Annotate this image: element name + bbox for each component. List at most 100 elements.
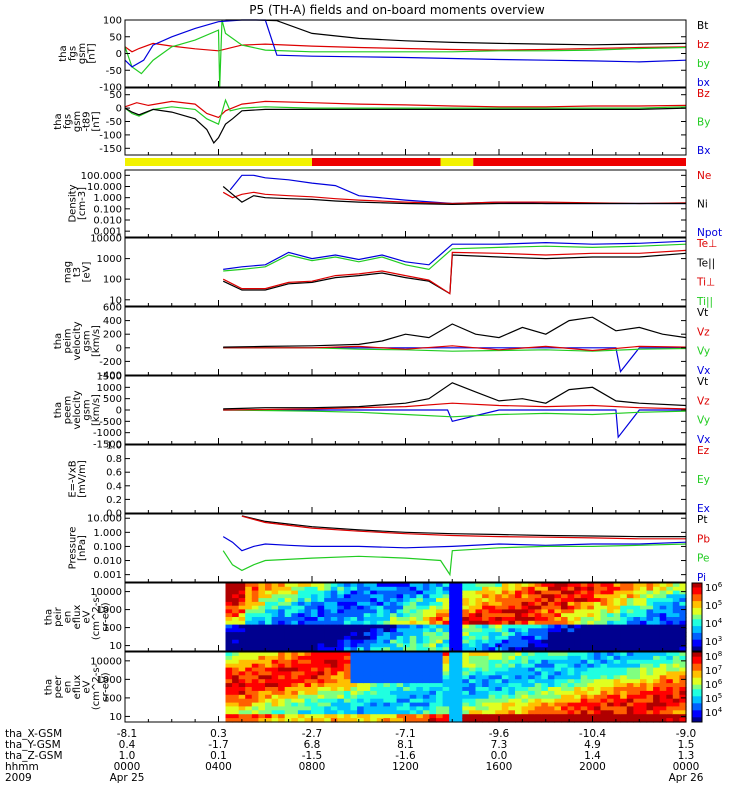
- spectrogram-cell: [620, 687, 628, 692]
- spectrogram-cell: [311, 613, 319, 618]
- spectrogram-cell: [640, 667, 648, 673]
- spectrogram-cell: [258, 594, 266, 599]
- colorbar-swatch: [692, 646, 702, 650]
- spectrogram-cell: [225, 687, 233, 692]
- spectrogram-cell: [350, 706, 358, 711]
- colorbar-swatch: [692, 605, 702, 609]
- spectrogram-cell: [278, 583, 286, 588]
- spectrogram-cell: [482, 632, 490, 637]
- spectrogram-cell: [626, 694, 634, 700]
- spectrogram-cell: [666, 683, 674, 688]
- spectrogram-cell: [225, 624, 233, 629]
- spectrogram-cell: [350, 617, 358, 622]
- spectrogram-cell: [238, 643, 246, 648]
- spectrogram-cell: [304, 659, 312, 665]
- spectrogram-cell: [607, 679, 615, 684]
- spectrogram-cell: [265, 598, 273, 603]
- spectrogram-cell: [376, 624, 384, 629]
- spectrogram-cell: [455, 690, 463, 696]
- spectrogram-cell: [330, 639, 338, 645]
- y-tick-label: -50: [106, 117, 122, 128]
- spectrogram-cell: [436, 643, 444, 648]
- spectrogram-cell: [640, 609, 648, 614]
- spectrogram-cell: [534, 687, 542, 692]
- spectrogram-cell: [350, 620, 358, 626]
- spectrogram-cell: [429, 624, 437, 629]
- spectrogram-cell: [357, 679, 365, 684]
- spectrogram-cell: [666, 594, 674, 599]
- spectrogram-cell: [495, 671, 503, 676]
- spectrogram-cell: [357, 639, 365, 645]
- spectrogram-cell: [455, 652, 463, 657]
- spectrogram-cell: [515, 718, 523, 723]
- spectrogram-cell: [416, 698, 424, 704]
- spectrogram-cell: [587, 718, 595, 723]
- spectrogram-cell: [640, 663, 648, 669]
- spectrogram-cell: [409, 659, 417, 665]
- spectrogram-cell: [580, 663, 588, 669]
- spectrogram-cell: [607, 706, 615, 711]
- spectrogram-cell: [416, 690, 424, 696]
- spectrogram-cell: [521, 687, 529, 692]
- spectrogram-cell: [541, 624, 549, 629]
- spectrogram-cell: [449, 687, 457, 692]
- colorbar-swatch: [692, 661, 702, 665]
- spectrogram-cell: [587, 687, 595, 692]
- spectrogram-cell: [600, 663, 608, 669]
- spectrogram-cell: [409, 710, 417, 715]
- spectrogram-cell: [455, 698, 463, 704]
- spectrogram-cell: [679, 617, 687, 622]
- spectrogram-cell: [462, 714, 470, 719]
- spectrogram-cell: [613, 710, 621, 715]
- spectrogram-cell: [646, 639, 654, 645]
- spectrogram-cell: [554, 679, 562, 684]
- spectrogram-cell: [284, 710, 292, 715]
- spectrogram-cell: [225, 609, 233, 614]
- spectrogram-cell: [317, 624, 325, 629]
- spectrogram-cell: [468, 714, 477, 719]
- spectrogram-cell: [245, 687, 253, 692]
- spectrogram-cell: [291, 687, 299, 692]
- spectrogram-cell: [390, 605, 398, 611]
- spectrogram-cell: [376, 702, 384, 708]
- spectrogram-cell: [561, 643, 569, 648]
- spectrogram-cell: [304, 663, 312, 669]
- spectrogram-cell: [574, 598, 582, 603]
- spectrogram-cell: [613, 690, 621, 696]
- spectrogram-cell: [343, 659, 352, 665]
- spectrogram-cell: [653, 609, 661, 614]
- spectrogram-cell: [646, 605, 654, 611]
- spectrogram-cell: [245, 639, 253, 645]
- spectrogram-cell: [534, 659, 542, 665]
- spectrogram-cell: [337, 683, 345, 688]
- spectrogram-cell: [429, 671, 437, 676]
- spectrogram-cell: [265, 620, 273, 626]
- spectrogram-cell: [297, 702, 306, 708]
- spectrogram-cell: [515, 605, 523, 611]
- spectrogram-cell: [515, 714, 523, 719]
- spectrogram-cell: [659, 706, 667, 711]
- spectrogram-cell: [343, 628, 352, 633]
- spectrogram-cell: [422, 590, 431, 595]
- spectrogram-cell: [291, 706, 299, 711]
- spectrogram-cell: [508, 687, 516, 692]
- spectrogram-cell: [265, 663, 273, 669]
- spectrogram-cell: [258, 635, 266, 641]
- spectrogram-cell: [600, 667, 608, 673]
- spectrogram-cell: [633, 628, 641, 633]
- spectrogram-cell: [258, 624, 266, 629]
- spectrogram-cell: [475, 586, 483, 592]
- spectrogram-cell: [666, 617, 674, 622]
- spectrogram-cell: [390, 702, 398, 708]
- spectrogram-cell: [271, 710, 279, 715]
- spectrogram-cell: [390, 586, 398, 592]
- spectrogram-cell: [561, 590, 569, 595]
- spectrogram-cell: [567, 598, 575, 603]
- spectrogram-cell: [600, 671, 608, 676]
- spectrogram-cell: [488, 679, 496, 684]
- spectrogram-cell: [626, 586, 634, 592]
- spectrogram-cell: [449, 706, 457, 711]
- spectrogram-cell: [271, 632, 279, 637]
- spectrogram-cell: [468, 694, 477, 700]
- spectrogram-cell: [534, 698, 542, 704]
